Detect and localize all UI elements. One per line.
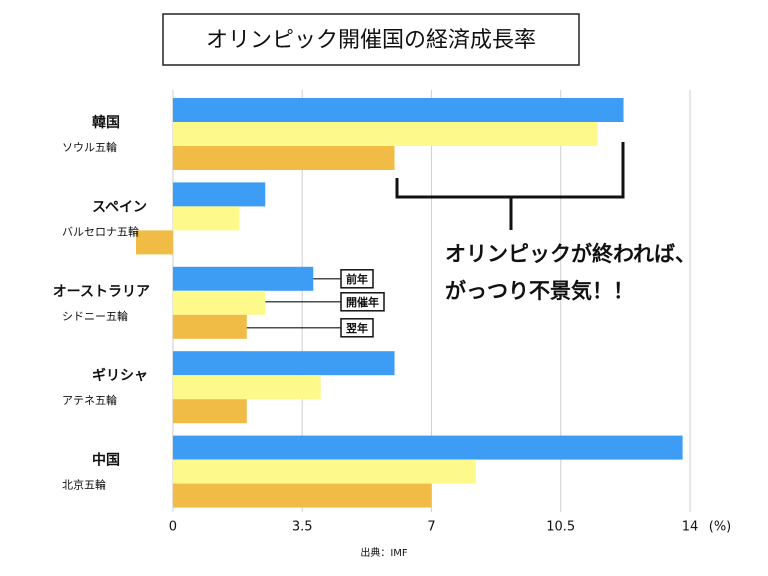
bars — [136, 98, 683, 508]
source: 出典：IMF — [360, 546, 408, 559]
category-sublabel: バルセロナ五輪 — [62, 224, 139, 238]
bar — [172, 483, 432, 508]
legend-box — [340, 318, 374, 338]
annotation-bracket — [395, 142, 625, 230]
category-label: ギリシャ — [92, 367, 148, 384]
chart-title: オリンピック開催国の経済成長率 — [206, 28, 536, 53]
bar — [136, 230, 173, 255]
x-unit: (%) — [709, 520, 732, 535]
bar — [172, 290, 266, 315]
bar — [172, 122, 598, 146]
bar — [172, 399, 247, 424]
bar — [172, 435, 683, 460]
x-tick-label: 7 — [427, 520, 435, 535]
legend-box — [340, 269, 374, 289]
title-box — [162, 13, 580, 66]
bar — [172, 375, 321, 400]
bar — [172, 146, 395, 170]
legend-label: 翌年 — [346, 321, 368, 335]
legend-label: 前年 — [346, 272, 368, 286]
legend-label: 開催年 — [346, 295, 379, 309]
bar — [172, 206, 240, 231]
x-tick-label: 0 — [169, 520, 177, 535]
bar — [172, 182, 266, 207]
category-label: 中国 — [92, 452, 120, 469]
category-sublabel: アテネ五輪 — [62, 393, 117, 407]
category-label: オーストラリア — [53, 284, 150, 300]
bar — [172, 98, 624, 122]
bar — [172, 351, 395, 376]
annotation-line: がっつり不景気！！ — [445, 279, 634, 303]
bar — [172, 314, 247, 339]
category-label: スペイン — [92, 199, 147, 215]
annotation-line: オリンピックが終われば、 — [445, 242, 696, 266]
x-tick-label: 10.5 — [546, 520, 575, 535]
bar — [172, 459, 476, 484]
category-sublabel: ソウル五輪 — [62, 140, 117, 154]
category-label: 韓国 — [92, 114, 120, 131]
x-tick-label: 3.5 — [292, 520, 313, 535]
bar — [172, 266, 314, 291]
x-tick-label: 14 — [682, 520, 699, 535]
category-sublabel: 北京五輪 — [62, 478, 106, 492]
category-sublabel: シドニー五輪 — [62, 309, 128, 323]
legend-box — [340, 292, 385, 312]
